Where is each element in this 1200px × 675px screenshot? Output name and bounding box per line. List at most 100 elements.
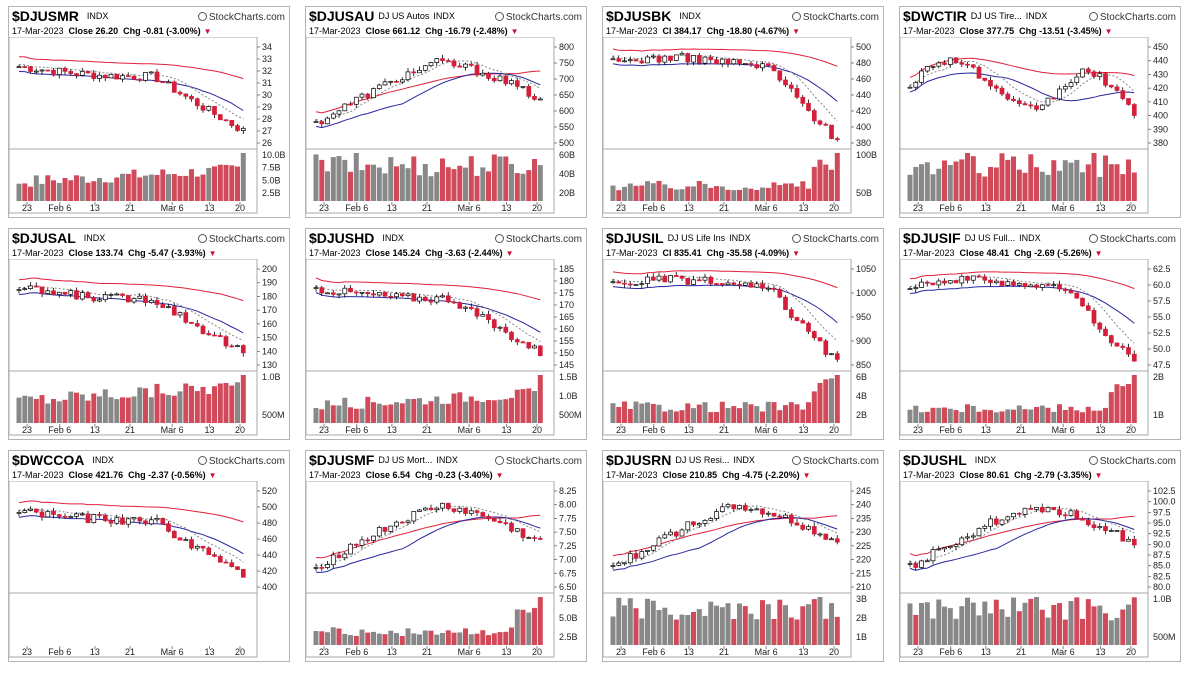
volume-tick-label: 7.5B — [262, 163, 281, 173]
volume-tick-label: 500M — [262, 410, 285, 420]
candle — [194, 98, 200, 107]
volume-bar — [382, 405, 388, 423]
volume-bar — [1016, 611, 1022, 645]
candle — [102, 294, 108, 301]
date-tick-label: 13 — [799, 203, 809, 213]
candle — [823, 340, 829, 355]
volume-bar — [1114, 384, 1120, 423]
volume-bar — [936, 599, 942, 645]
chart-panel-djusbk[interactable]: $DJUSBK INDX StockCharts.com 17-Mar-2023 Cl… — [602, 6, 884, 218]
candle — [1011, 512, 1016, 518]
volume-bar — [679, 410, 685, 423]
volume-bar — [650, 600, 656, 645]
chart-panel-dwctir[interactable]: $DWCTIR DJ US Tire... INDX StockCharts.com 1… — [899, 6, 1181, 218]
volume-bar — [411, 633, 417, 645]
candle — [742, 282, 748, 286]
price-tick-label: 57.5 — [1153, 296, 1171, 306]
price-tick-label: 850 — [856, 360, 871, 370]
candle — [771, 512, 777, 517]
candle — [240, 127, 246, 131]
candle — [503, 326, 509, 333]
volume-bar — [1120, 386, 1126, 423]
ma20-line — [612, 54, 838, 122]
volume-bar — [353, 635, 359, 645]
candle — [1062, 288, 1068, 291]
close-value: Close 133.74 — [68, 248, 124, 258]
chart-panel-djusal[interactable]: $DJUSAL INDX StockCharts.com 17-Mar-2023 Cl… — [8, 228, 290, 440]
quote-date: 17-Mar-2023 — [12, 470, 64, 480]
chart-panel-djusmr[interactable]: $DJUSMR INDX StockCharts.com 17-Mar-2023 Cl… — [8, 6, 290, 218]
candle — [1022, 103, 1028, 106]
quote-date: 17-Mar-2023 — [309, 248, 361, 258]
candlestick-chart: 8.25 8.00 7.75 7.50 7.25 7.00 6.75 6.50 7.5B 5.0B… — [306, 481, 578, 658]
chart-panel-djusil[interactable]: $DJUSIL DJ US Life Ins INDX StockCharts.com… — [602, 228, 884, 440]
chart-panel-djusmf[interactable]: $DJUSMF DJ US Mort... INDX StockCharts.com 1… — [305, 450, 587, 662]
volume-bar — [988, 613, 993, 645]
volume-bar — [79, 394, 85, 423]
candle — [359, 539, 365, 546]
candle — [22, 510, 28, 513]
candle — [685, 277, 691, 285]
change-value: Chg -16.79 (-2.48%) — [425, 26, 508, 36]
candle — [988, 518, 993, 527]
candle — [137, 517, 143, 522]
candle — [737, 283, 742, 286]
date-tick-label: 20 — [532, 647, 542, 657]
candlestick-chart: 800 750 700 650 600 550 500 60B 40B 20B 23 Feb 6 13 2… — [306, 37, 575, 214]
volume-bar — [714, 412, 719, 423]
stockcharts-logo: StockCharts.com — [1088, 11, 1176, 23]
price-tick-label: 82.5 — [1153, 571, 1171, 581]
volume-bar — [382, 634, 388, 645]
candle — [668, 55, 673, 61]
volume-bar — [965, 597, 970, 645]
candle — [1097, 73, 1103, 77]
ma20-line — [316, 505, 541, 566]
candle — [765, 512, 771, 515]
price-tick-label: 160 — [559, 324, 574, 334]
quote-date: 17-Mar-2023 — [903, 26, 955, 36]
volume-bar — [91, 393, 97, 423]
candle — [719, 283, 725, 286]
candle — [942, 547, 947, 550]
candle — [91, 297, 97, 302]
candle — [394, 80, 399, 83]
date-tick-label: Mar 6 — [1052, 203, 1075, 213]
candle — [166, 81, 171, 84]
price-tick-label: 130 — [262, 360, 277, 370]
volume-bar — [1097, 176, 1103, 201]
candle — [924, 560, 930, 563]
chart-symbol: $DJUSBK INDX — [606, 8, 701, 24]
chart-panel-djusrn[interactable]: $DJUSRN DJ US Resi... INDX StockCharts.com 1… — [602, 450, 884, 662]
candle — [1068, 82, 1074, 87]
chart-panel-djusif[interactable]: $DJUSIF DJ US Full... INDX StockCharts.com 1… — [899, 228, 1181, 440]
volume-bar — [719, 186, 725, 201]
candle — [794, 88, 800, 98]
close-value: Close 80.61 — [959, 470, 1010, 480]
volume-bar — [457, 632, 463, 645]
volume-bar — [627, 598, 633, 645]
candle — [970, 535, 976, 538]
chart-panel-djusau[interactable]: $DJUSAU DJ US Autos INDX StockCharts.com 17-… — [305, 6, 587, 218]
chart-panel-djushd[interactable]: $DJUSHD INDX StockCharts.com 17-Mar-2023 Cl… — [305, 228, 587, 440]
candle — [806, 322, 811, 332]
volume-bar — [240, 153, 246, 201]
index-label: INDX — [433, 11, 455, 21]
volume-tick-label: 2B — [1153, 372, 1164, 382]
volume-bar — [788, 617, 794, 645]
candle — [56, 67, 62, 75]
candle — [131, 76, 137, 80]
volume-bar — [137, 387, 143, 423]
volume-bar — [1091, 410, 1097, 423]
stockcharts-logo: StockCharts.com — [197, 11, 285, 23]
candle — [365, 539, 371, 542]
candle — [51, 511, 56, 515]
date-tick-label: 23 — [616, 203, 626, 213]
chart-panel-djushl[interactable]: $DJUSHL INDX StockCharts.com 17-Mar-2023 Cl… — [899, 450, 1181, 662]
volume-bar — [719, 401, 725, 423]
candle — [656, 537, 662, 547]
chart-panel-dwccoa[interactable]: $DWCCOA INDX StockCharts.com 17-Mar-2023 Cl… — [8, 450, 290, 662]
price-tick-label: 1000 — [856, 288, 876, 298]
volume-bar — [463, 401, 468, 423]
candlestick-chart: 245 240 235 230 225 220 215 210 3B 2B 1B 23 Feb 6 13 2… — [603, 481, 871, 658]
volume-bar — [440, 158, 445, 201]
